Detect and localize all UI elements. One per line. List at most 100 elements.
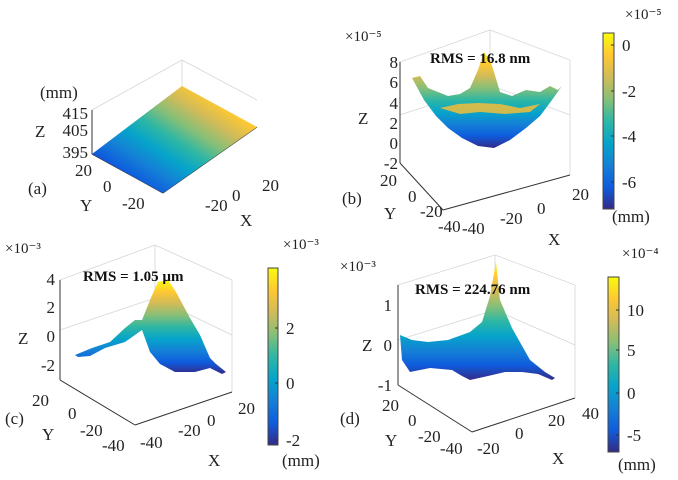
y-tick-label: 20 [75, 161, 92, 180]
z-exponent-label: ×10⁻⁵ [345, 29, 382, 45]
x-axis-label: X [208, 451, 221, 470]
y-axis-label: Y [42, 425, 55, 444]
x-tick-label: 40 [582, 404, 599, 423]
z-tick-label: 415 [62, 104, 89, 123]
z-tick-label: 405 [62, 121, 89, 140]
z-tick-label: 4 [389, 94, 399, 113]
x-axis-label: X [552, 449, 565, 468]
y-tick-label: -40 [438, 217, 461, 236]
y-tick-label: 0 [408, 187, 417, 206]
y-tick-label: 0 [103, 177, 112, 196]
colorbar-tick-label: 0 [622, 36, 631, 55]
z-exponent-label: ×10⁻³ [340, 259, 376, 275]
colorbar-c [267, 267, 279, 446]
axis-line [442, 174, 571, 211]
z-tick-label: 0 [383, 336, 393, 355]
grid-line [494, 254, 576, 286]
x-tick-label: -40 [140, 433, 163, 452]
colorbar-unit: (mm) [282, 451, 320, 470]
colorbar-exponent: ×10⁻³ [283, 237, 319, 253]
z-axis-label: Z [358, 109, 369, 128]
panel-label: (b) [342, 189, 362, 208]
z-axis-label: Z [362, 336, 373, 355]
axis-line [399, 162, 444, 211]
colorbar-tick-label: 5 [627, 341, 636, 360]
z-tick-label: 2 [389, 114, 399, 133]
surface-d [400, 262, 555, 380]
axis-line [59, 379, 136, 426]
x-tick-label: 0 [515, 424, 524, 443]
colorbar-exponent: ×10⁻⁴ [622, 246, 659, 262]
z-tick-label: -2 [383, 154, 398, 173]
z-tick-label: 4 [46, 270, 56, 289]
grid-line [181, 59, 258, 101]
colorbar-tick-label: 0 [286, 374, 295, 393]
x-tick-label: 0 [537, 199, 546, 218]
y-axis-label: Y [385, 431, 398, 450]
x-axis-label: X [240, 211, 253, 230]
colorbar-tick-label: -2 [286, 431, 301, 450]
z-tick-label: 0 [389, 134, 399, 153]
colorbar-tick-label: 0 [627, 384, 636, 403]
z-tick-label: -2 [40, 356, 55, 375]
grid-line [494, 309, 576, 346]
x-axis-label: X [548, 230, 561, 249]
colorbar-tick-label: 10 [627, 301, 644, 320]
x-tick-label: -20 [178, 421, 201, 440]
z-tick-label: 395 [62, 143, 89, 162]
x-tick-label: -20 [500, 209, 523, 228]
x-tick-label: 20 [262, 176, 279, 195]
x-tick-label: 0 [207, 411, 216, 430]
rms-annotation: RMS = 1.05 µm [83, 269, 184, 285]
z-exponent-label: ×10⁻³ [5, 241, 41, 257]
z-axis-label: Z [18, 329, 29, 348]
colorbar-tick-label: 2 [286, 319, 295, 338]
x-tick-label: 20 [238, 399, 255, 418]
colorbar-unit: (mm) [618, 455, 656, 474]
surface-a [92, 86, 257, 193]
colorbar-tick-label: -2 [622, 82, 637, 101]
grid-line [489, 29, 571, 61]
grid-line [59, 244, 156, 281]
y-tick-label: 20 [32, 391, 49, 410]
y-tick-label: -20 [420, 202, 443, 221]
surface-c [75, 280, 226, 374]
x-tick-label: 20 [572, 185, 589, 204]
grid-line [154, 244, 233, 281]
y-tick-label: 20 [382, 396, 399, 415]
z-axis-label: Z [35, 122, 46, 141]
colorbar-tick-label: -6 [622, 173, 637, 192]
axis-line [471, 397, 576, 433]
surface-b [412, 52, 562, 148]
colorbar-unit: (mm) [612, 207, 650, 226]
z-tick-label: -1 [377, 376, 392, 395]
y-tick-label: -20 [122, 194, 145, 213]
z-tick-label: 8 [389, 53, 399, 72]
y-tick-label: 0 [408, 411, 417, 430]
grid-line [397, 254, 496, 286]
y-tick-label: -40 [102, 436, 125, 455]
z-tick-label: 6 [389, 73, 399, 92]
y-tick-label: -20 [80, 421, 103, 440]
rms-annotation: RMS = 224.76 nm [415, 282, 531, 298]
colorbar-exponent: ×10⁻⁵ [625, 7, 662, 23]
axis-line [397, 384, 473, 433]
y-tick-label: 20 [380, 171, 397, 190]
z-tick-label: 1 [383, 296, 393, 315]
x-tick-label: 20 [548, 411, 565, 430]
panel-label: (a) [28, 179, 47, 198]
y-tick-label: -20 [418, 427, 441, 446]
x-tick-label: -40 [462, 219, 485, 238]
x-tick-label: -20 [205, 196, 228, 215]
unit-label: (mm) [40, 83, 78, 102]
y-tick-label: 0 [68, 404, 77, 423]
x-tick-label: -20 [477, 439, 500, 458]
rms-annotation: RMS = 16.8 nm [430, 51, 531, 67]
z-tick-label: 2 [46, 298, 56, 317]
y-tick-label: -40 [440, 439, 463, 458]
axis-line [134, 391, 233, 426]
grid-line [59, 297, 156, 331]
grid-line [399, 29, 491, 63]
